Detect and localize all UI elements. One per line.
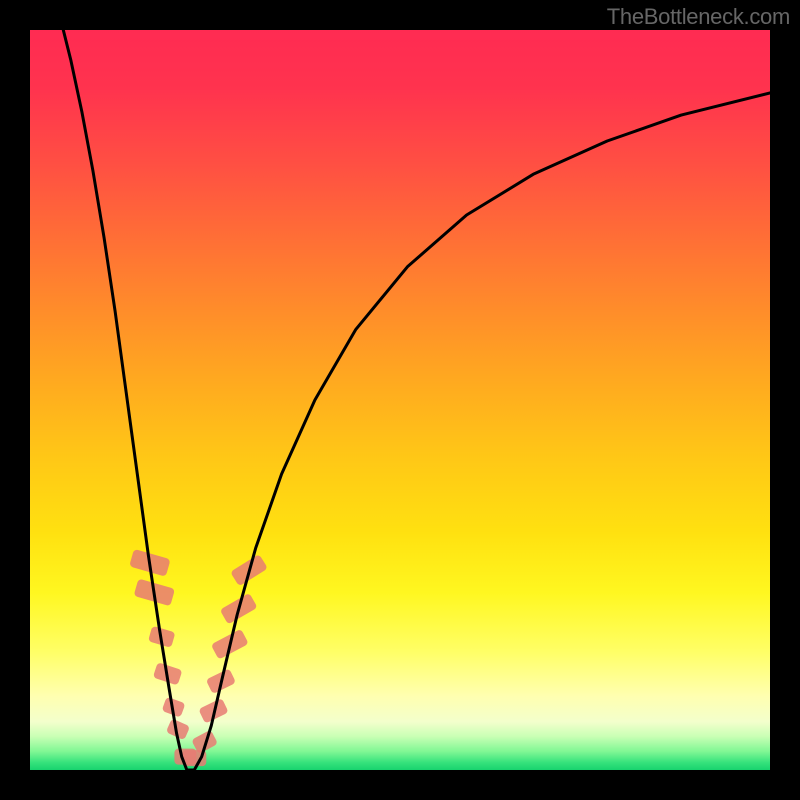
watermark-text: TheBottleneck.com	[607, 4, 790, 30]
chart-plot-area	[30, 30, 770, 770]
bottleneck-curve	[30, 30, 770, 770]
